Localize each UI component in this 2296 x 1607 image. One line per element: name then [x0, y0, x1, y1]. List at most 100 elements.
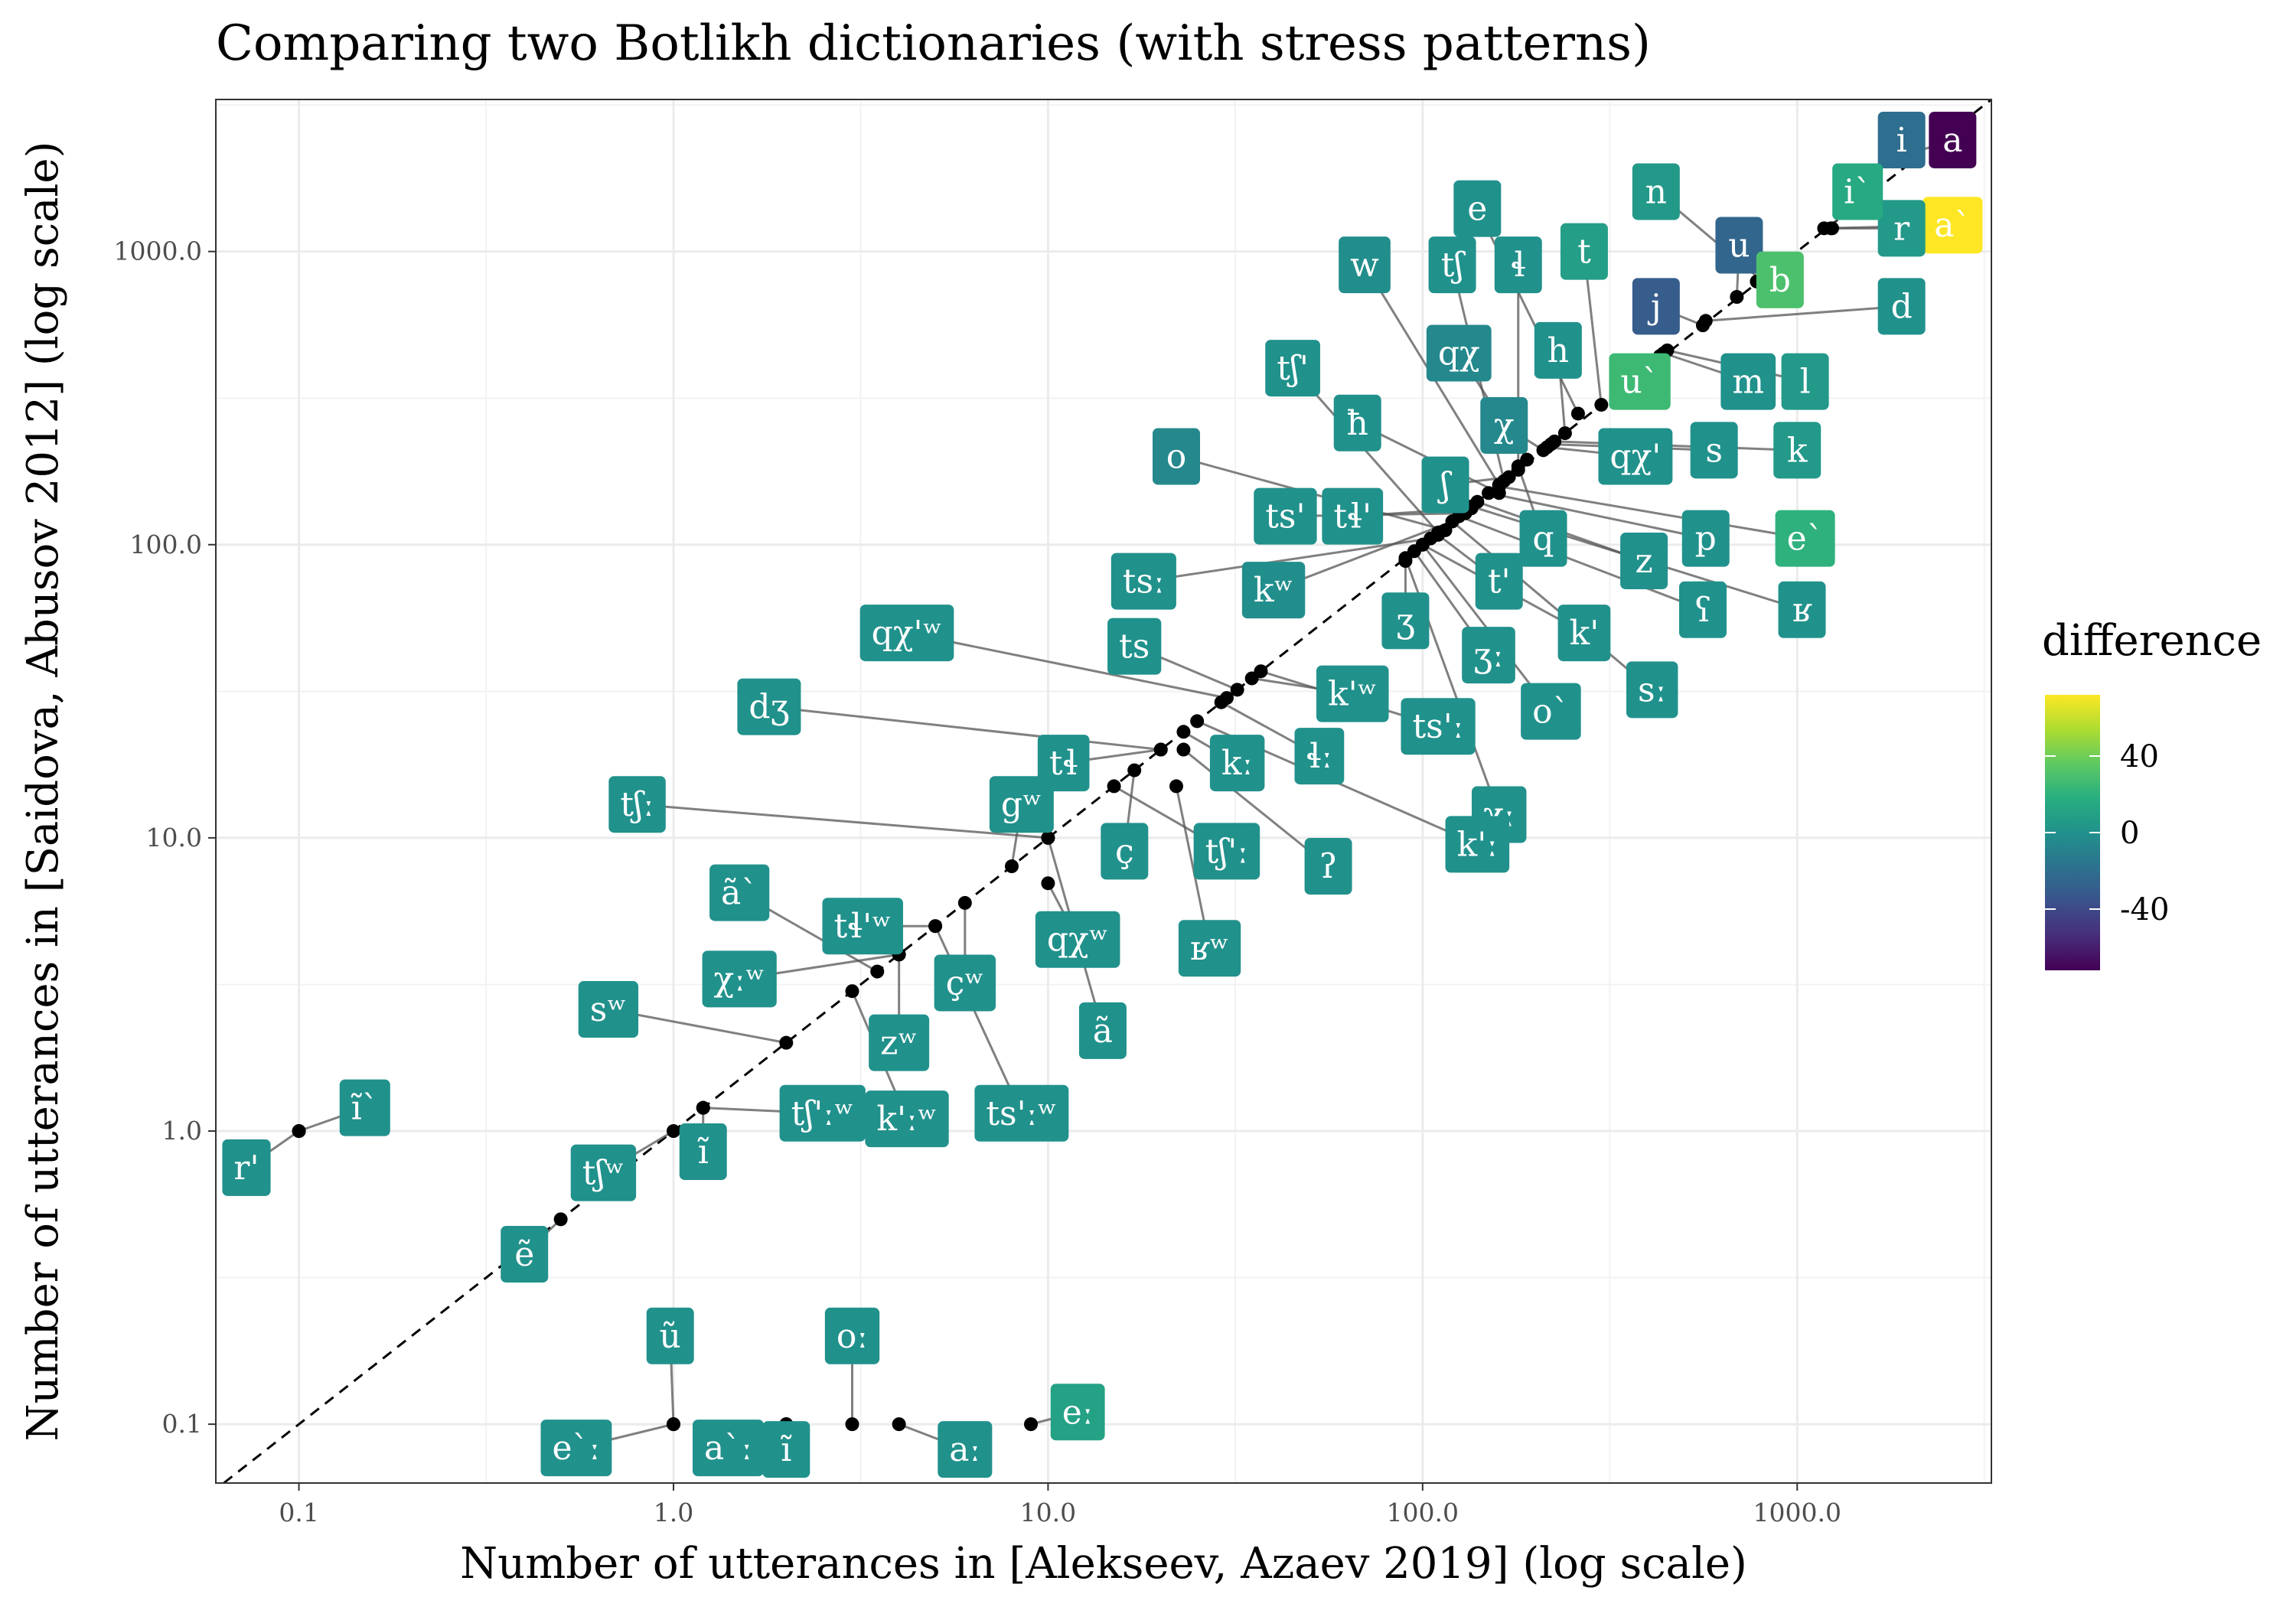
point-label-text: ʁʷ [1190, 929, 1229, 968]
point-label-box [692, 1420, 765, 1477]
point-label: a [1929, 111, 1977, 168]
point-label-box [1877, 111, 1926, 168]
point-label: çʷ [934, 954, 996, 1012]
point-label-box [1781, 353, 1829, 410]
point-label-text: ts [1119, 627, 1150, 667]
point-label-box [679, 1123, 727, 1181]
point-label-box [1426, 324, 1492, 382]
point-label-text: e`ː [552, 1429, 600, 1468]
point-label-text: zʷ [880, 1024, 918, 1063]
point-label-box [540, 1420, 612, 1477]
point-label-box [1690, 422, 1738, 479]
point-label-text: d [1891, 287, 1913, 326]
data-point [666, 1124, 680, 1139]
point-label-text: ĩ [780, 1430, 792, 1469]
point-label: ʁ [1778, 581, 1826, 638]
x-tick-label: 100.0 [1387, 1498, 1459, 1527]
point-label-text: ã [1093, 1012, 1113, 1051]
data-point [1004, 859, 1019, 874]
point-label: ts [1107, 618, 1162, 675]
point-label-box [1778, 581, 1826, 638]
point-label-box [1773, 422, 1821, 479]
point-label-text: k [1787, 431, 1808, 470]
point-label: ts'ːʷ [974, 1084, 1069, 1142]
data-point [1492, 479, 1506, 494]
data-point [1176, 725, 1191, 739]
point-label-text: ʁ [1792, 591, 1812, 630]
point-label-box [1715, 217, 1763, 274]
point-label: χːʷ [702, 950, 777, 1008]
point-label-text: qχ [1438, 334, 1480, 373]
point-label-box [1519, 510, 1567, 567]
point-label: k' [1557, 605, 1611, 662]
point-label: a`ː [692, 1420, 765, 1477]
data-point [666, 1417, 680, 1432]
point-label: ĩ [679, 1123, 727, 1181]
data-point [1398, 551, 1413, 566]
point-label-text: χːʷ [714, 960, 765, 999]
point-label: tʃː [608, 776, 666, 833]
point-label-text: u` [1620, 363, 1658, 402]
point-label-text: tʃː [620, 785, 654, 824]
point-label-box [1050, 1384, 1105, 1441]
data-point [1502, 470, 1516, 484]
point-label-text: l [1800, 363, 1811, 402]
label-leader [1451, 520, 1653, 691]
point-label: sː [1626, 661, 1678, 719]
point-label-text: ts'ːʷ [986, 1094, 1057, 1133]
point-label-text: ĩ` [351, 1089, 379, 1128]
point-label-box [1681, 510, 1730, 567]
point-label-text: b [1769, 261, 1791, 300]
point-label-box [1494, 236, 1542, 294]
point-label-box [339, 1079, 390, 1136]
point-label: qχ [1426, 324, 1492, 382]
data-point [1041, 830, 1055, 845]
label-leader [1143, 537, 1431, 583]
point-label: qχʷ [1035, 911, 1120, 968]
point-label-text: tʃ [1441, 246, 1466, 285]
point-label: ʒː [1462, 627, 1515, 684]
point-label-text: q [1532, 520, 1554, 559]
point-label: tɬ'ʷ [822, 898, 903, 955]
point-label-text: ũ [660, 1317, 681, 1356]
point-label: n [1632, 163, 1680, 220]
point-label-text: i [1896, 121, 1907, 160]
point-label: oː [824, 1307, 880, 1364]
point-label: e [1453, 180, 1502, 237]
point-label-text: sː [1638, 670, 1666, 709]
point-label-text: ʕ [1694, 591, 1712, 630]
data-point [1041, 876, 1055, 891]
y-tick-label: 10.0 [146, 823, 202, 852]
point-label-text: ã` [721, 874, 758, 913]
point-label: ã [1078, 1002, 1127, 1059]
data-point [1511, 459, 1525, 474]
point-label-text: n [1645, 172, 1667, 211]
point-label-box [1632, 163, 1680, 220]
point-label: qχ' [1598, 428, 1673, 485]
y-tick-label: 100.0 [130, 530, 202, 559]
point-label-box [779, 1084, 866, 1142]
data-point [1445, 514, 1459, 529]
point-label-box [501, 1225, 549, 1283]
legend-ticks: 40 0 -40 [2045, 739, 2169, 927]
point-label-box [822, 898, 903, 955]
point-label-box [1110, 553, 1176, 610]
point-label: ç [1101, 823, 1149, 880]
point-label-box [934, 954, 996, 1012]
x-axis-title: Number of utterances in [Alekseev, Azaev… [460, 1539, 1747, 1589]
point-label-box [1178, 920, 1241, 977]
point-label: sʷ [578, 981, 639, 1038]
data-point [779, 1035, 794, 1050]
point-label-text: tsː [1123, 562, 1165, 601]
point-label-box [1929, 111, 1977, 168]
point-label-text: ĩ [697, 1133, 709, 1172]
point-label: ʕ [1678, 581, 1727, 638]
point-label: ʒ [1381, 592, 1430, 650]
point-label-box [1626, 661, 1678, 719]
point-label: ʁʷ [1178, 920, 1241, 977]
point-label-text: ts' [1265, 497, 1305, 536]
point-label-text: t' [1488, 562, 1511, 601]
point-label-box [1193, 823, 1261, 880]
point-label-text: k' [1570, 614, 1600, 653]
